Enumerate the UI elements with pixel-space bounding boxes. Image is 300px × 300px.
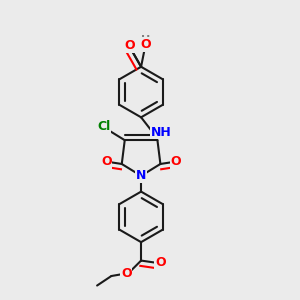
Text: Cl: Cl [97,120,111,133]
Text: O: O [124,40,134,52]
Text: O: O [121,266,131,280]
Text: O: O [140,38,151,51]
Text: NH: NH [151,126,171,139]
Text: H: H [141,35,150,45]
Text: O: O [170,155,181,168]
Text: O: O [101,155,112,168]
Text: N: N [136,169,146,182]
Text: O: O [155,256,166,269]
